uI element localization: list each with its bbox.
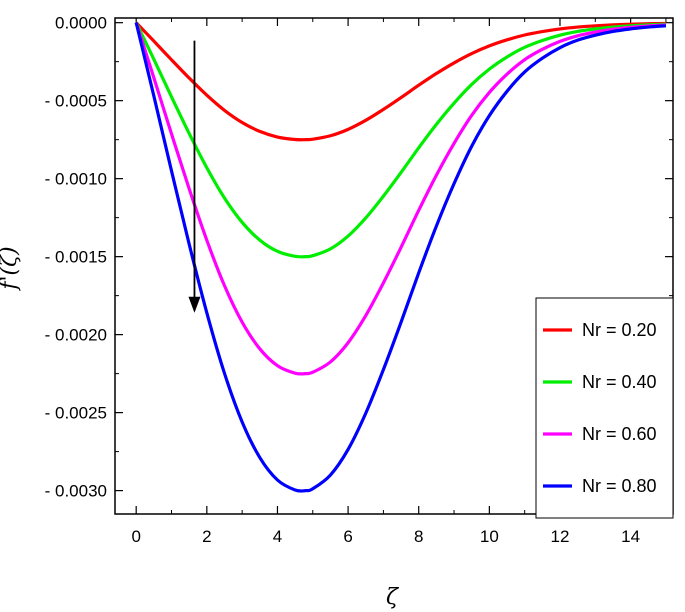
series-line-3 [134,22,667,376]
y-axis-ticks: 0.0000 - 0.0005 - 0.0010 - 0.0015 - 0.0020 - … [45,14,673,501]
x-tick-label: 0 [131,527,140,546]
y-tick-label: - 0.0030 [45,482,107,501]
legend-box [535,297,674,519]
annotation-layer [188,40,201,313]
legend-label: Nr = 0.60 [582,424,657,444]
y-tick-label: - 0.0015 [45,248,107,267]
y-tick-label: - 0.0020 [45,326,107,345]
y-tick-label: - 0.0025 [45,404,107,423]
legend: Nr = 0.20 Nr = 0.40 Nr = 0.60 Nr = 0.80 [535,297,674,519]
x-tick-label: 8 [414,527,423,546]
x-axis-label: ζ [386,585,400,610]
x-tick-label: 10 [480,527,499,546]
x-tick-label: 6 [343,527,352,546]
series-line-1 [135,21,666,142]
x-axis-ticks: 0 2 4 6 8 10 12 14 [131,18,667,546]
y-tick-label: 0.0000 [55,14,107,33]
x-tick-label: 4 [273,527,282,546]
x-tick-label: 12 [551,527,570,546]
x-tick-label: 2 [202,527,211,546]
y-axis-label: f'(ζ) [0,246,22,291]
series-line-4 [134,22,667,493]
y-tick-label: - 0.0010 [45,170,107,189]
y-tick-label: - 0.0005 [45,92,107,111]
legend-label: Nr = 0.80 [582,476,657,496]
x-tick-label: 14 [621,527,640,546]
legend-label: Nr = 0.40 [582,372,657,392]
legend-label: Nr = 0.20 [582,320,657,340]
arrow-head [188,296,201,313]
series-line-2 [134,21,666,259]
plot-frame [114,17,674,515]
series-layer [134,21,667,493]
